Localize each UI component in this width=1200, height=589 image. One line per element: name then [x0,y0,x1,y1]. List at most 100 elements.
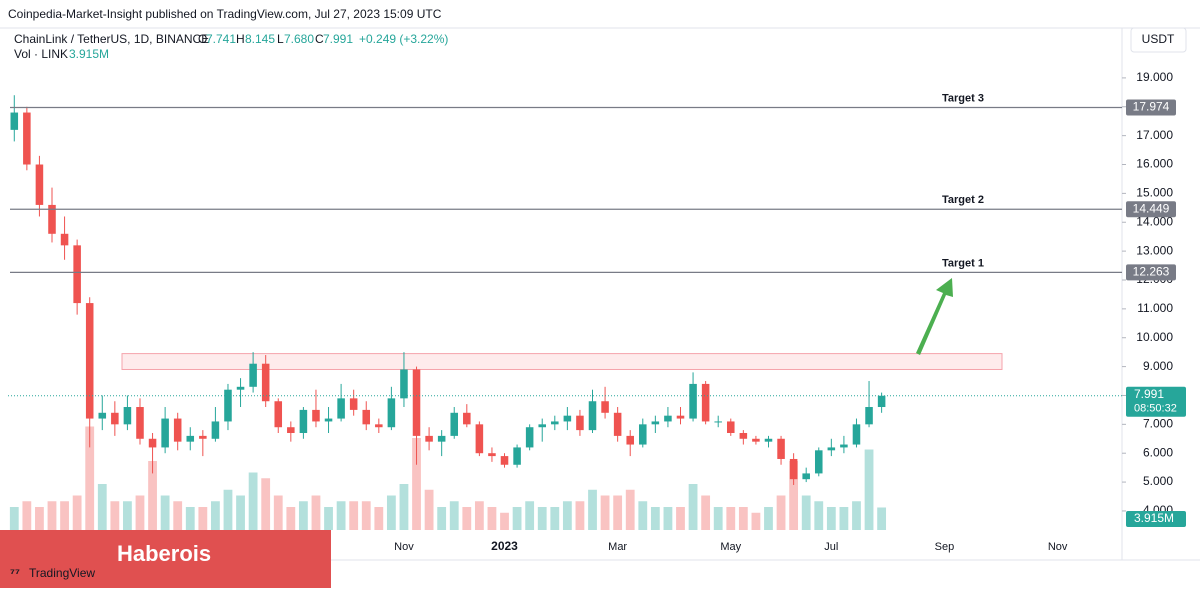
x-tick-label: Mar [608,541,627,553]
l-label: L [277,32,284,46]
plot: 4.0005.0006.0007.0008.0009.00010.00011.0… [8,70,1186,553]
volume-bar [625,489,635,530]
volume-bar [349,501,359,530]
candle-body [425,435,433,442]
candle-body [613,412,622,436]
candle-body [199,435,207,439]
volume-bar [85,426,95,530]
y-tick-label: 10.000 [1136,330,1173,344]
volume-bar [336,501,346,530]
y-tick-label: 9.000 [1143,359,1173,373]
volume-bar [726,507,736,530]
candle-body [249,363,257,387]
candle-body [437,435,446,442]
volume-bar [97,484,107,530]
candle-body [840,444,848,448]
candle-body [664,415,672,422]
candle-body [676,415,685,419]
volume-bar [361,501,371,530]
volume-bar [575,501,585,530]
candle-body [274,401,283,428]
volume-bar [374,507,384,530]
candle-body [814,450,823,474]
volume-bar [500,512,509,530]
candle-body [865,407,873,425]
countdown: 08:50:32 [1134,403,1177,415]
y-tick-label: 15.000 [1136,186,1173,200]
volume-bar [852,501,861,530]
volume-bar [877,507,887,530]
x-tick-label: Jul [824,541,838,553]
target-price-box [1126,264,1176,281]
candle-body [450,412,459,436]
open: 7.741 [206,32,236,46]
volume-bar [537,507,547,530]
currency-button[interactable] [1130,27,1187,53]
candle-body [224,389,232,422]
arrow [916,278,953,355]
candle-body [877,395,886,408]
volume-bar [613,495,623,530]
logo-mark: ⁷⁷ [10,566,20,580]
price-label: 7.991 [1134,387,1164,401]
candle-body [173,418,182,442]
candle-body [85,303,94,419]
candle-body [475,424,484,454]
y-tick-label: 16.000 [1136,157,1173,171]
volume-bar [412,438,421,530]
candle-body [60,233,69,246]
volume-bar [688,484,698,530]
target-price-box [1126,99,1176,116]
volume-bar [738,507,748,530]
y-tick-label: 14.000 [1136,214,1173,228]
volume-bar [650,507,660,530]
candle-body [764,438,773,442]
candle-body [111,412,119,425]
candle-body [261,363,270,402]
volume-bar [764,507,773,530]
volume-bar [60,501,69,530]
volume-bar [801,495,811,530]
candle-body [324,418,333,422]
o-label: O [198,32,207,46]
volume-bar [462,507,472,530]
candle-body [739,432,748,439]
candle-body [714,421,722,423]
volume-bar [638,501,648,530]
h-label: H [236,32,245,46]
volume-bar [550,507,560,530]
y-tick-label: 5.000 [1143,474,1173,488]
volume-bar [437,507,447,530]
candle-body [299,409,308,433]
y-tick-label: 11.000 [1137,301,1173,315]
volume-box [1126,511,1186,527]
candle-body [35,164,44,205]
candle-body [488,453,496,457]
volume-bar [474,501,484,530]
volume-bar [160,495,170,530]
volume-bar [236,495,245,530]
volume-bar [273,495,283,530]
candle-body [588,401,597,431]
volume-bar [826,507,836,530]
volume-bar [487,507,497,530]
candle-body [789,458,798,480]
candle-body [777,438,785,459]
x-tick-label: Nov [1048,541,1068,553]
volume-bar [211,501,220,530]
volume-value: 3.915M [69,47,109,61]
logo: TradingView [29,566,95,580]
candle-body [98,412,107,419]
candle-body [412,369,421,436]
currency[interactable]: USDT [1142,32,1175,46]
volume-bar [185,507,195,530]
target-price: 12.263 [1133,265,1170,279]
price-box [1126,386,1186,417]
candle-body [752,438,760,442]
y-tick-label: 19.000 [1136,70,1173,84]
candle-body [23,112,31,165]
high: 8.145 [245,32,275,46]
candle-body [136,407,144,439]
candle-body [576,415,584,431]
candle-body [551,421,559,425]
